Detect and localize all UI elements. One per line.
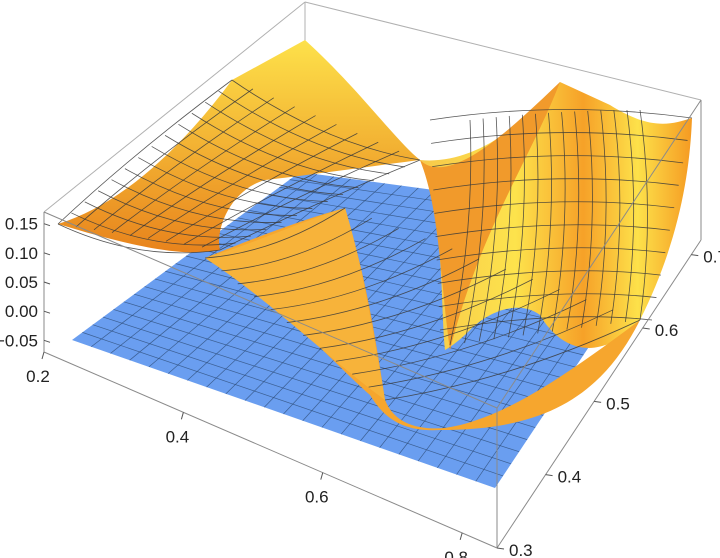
surface-meshline xyxy=(111,106,295,233)
y-tick-mark xyxy=(545,474,553,477)
y-tick-mark xyxy=(496,547,505,550)
surface-mesh xyxy=(57,79,693,401)
x-tick-mark xyxy=(180,412,184,420)
z-tick-mark xyxy=(43,252,51,256)
surface-meshline xyxy=(438,293,657,308)
surface-meshline xyxy=(551,112,566,332)
x-tick-label: 0.6 xyxy=(305,488,329,507)
surface-meshline xyxy=(522,113,539,336)
surface-meshline xyxy=(429,109,693,121)
surface-meshline xyxy=(335,289,560,362)
surface-meshline xyxy=(231,79,421,161)
x-tick-label: 0.4 xyxy=(166,427,190,446)
z-tick-mark xyxy=(43,281,51,285)
surface-fold xyxy=(420,82,560,350)
z-tick-label: 0.15 xyxy=(5,215,38,234)
x-tick-mark xyxy=(41,351,45,360)
surface-meshline xyxy=(435,224,670,238)
surface-meshline xyxy=(439,316,653,331)
surface-meshline xyxy=(384,319,641,401)
surface-meshline xyxy=(129,115,316,236)
surface-meshline xyxy=(352,299,587,375)
bounding-box-front xyxy=(43,99,702,549)
surface-meshline xyxy=(151,146,328,202)
y-tick-label: 0.6 xyxy=(655,321,679,340)
z-tick-label: 0.05 xyxy=(5,273,38,292)
surface-meshline xyxy=(624,110,635,322)
surface-meshline xyxy=(432,155,684,168)
z-tick-label: 0.00 xyxy=(5,302,38,321)
surface-meshline xyxy=(581,110,593,328)
surface-meshline xyxy=(204,207,346,259)
y-tick-label: 0.4 xyxy=(558,468,582,487)
surface-meshline xyxy=(219,159,421,251)
z-tick-label: 0.10 xyxy=(5,244,38,263)
surface-inner-face xyxy=(205,208,385,400)
surface-meshline xyxy=(218,90,405,168)
surface-meshline xyxy=(237,228,399,285)
surface-meshline xyxy=(124,168,297,216)
surface-meshline xyxy=(610,110,621,324)
surface-meshline xyxy=(437,270,661,284)
z-tick-mark xyxy=(43,223,51,227)
surface-meshline xyxy=(164,135,344,196)
surface-meshline xyxy=(434,201,675,214)
y-tick-label: 0.7 xyxy=(703,248,720,267)
surface-meshline xyxy=(57,223,221,254)
y-tick-label: 0.5 xyxy=(606,394,630,413)
x-tick-label: 0.2 xyxy=(26,367,50,386)
surface-meshline xyxy=(270,248,453,311)
x-tick-mark xyxy=(459,532,463,541)
surface-meshline xyxy=(431,132,688,144)
surface-meshline xyxy=(436,247,666,261)
surface-meshline xyxy=(464,118,485,344)
z-tick-label: −0.05 xyxy=(0,331,38,350)
surface-meshline xyxy=(566,111,580,330)
x-tick-label: 0.8 xyxy=(444,548,468,558)
y-axis-ticks: 0.3 0.4 0.5 0.6 0.7 xyxy=(496,248,720,558)
surface-meshline xyxy=(595,110,607,326)
surface-meshline xyxy=(84,201,251,238)
surface-meshline xyxy=(201,150,400,248)
surface-meshline xyxy=(183,141,379,245)
surface-meshline xyxy=(286,258,480,323)
x-tick-mark xyxy=(320,472,324,480)
surface-meshline xyxy=(508,114,525,338)
z-tick-mark xyxy=(43,310,51,314)
surface-meshline xyxy=(319,278,533,349)
y-tick-mark xyxy=(642,327,650,330)
z-tick-mark xyxy=(43,339,51,343)
surface-left-wing xyxy=(58,40,420,253)
surface-meshline xyxy=(303,268,507,336)
surface-meshline xyxy=(165,132,358,242)
surface-meshline xyxy=(97,190,267,231)
surface-meshline xyxy=(205,101,390,175)
surface xyxy=(57,40,693,431)
surface-meshline xyxy=(433,178,679,191)
surface-meshline xyxy=(537,112,552,334)
surface-meshline xyxy=(138,157,313,209)
surface-meshline xyxy=(368,309,614,388)
surface-meshline xyxy=(71,212,236,246)
surface-meshline xyxy=(93,97,274,231)
x-axis-ticks: 0.2 0.4 0.6 0.8 xyxy=(26,351,468,558)
surface-meshline xyxy=(221,217,373,272)
surface-meshline xyxy=(147,124,337,239)
surface-meshline xyxy=(75,88,254,228)
y-tick-mark xyxy=(691,254,699,257)
surface-meshline xyxy=(191,112,374,182)
z-axis-ticks: −0.05 0.00 0.05 0.10 0.15 xyxy=(0,215,51,350)
surface-meshline xyxy=(57,79,233,225)
y-tick-mark xyxy=(594,400,602,403)
surface-meshline xyxy=(111,179,282,223)
surface-meshline xyxy=(449,119,472,346)
surface-meshline xyxy=(178,123,359,189)
surface-meshline xyxy=(254,238,426,298)
y-tick-label: 0.3 xyxy=(509,541,533,558)
